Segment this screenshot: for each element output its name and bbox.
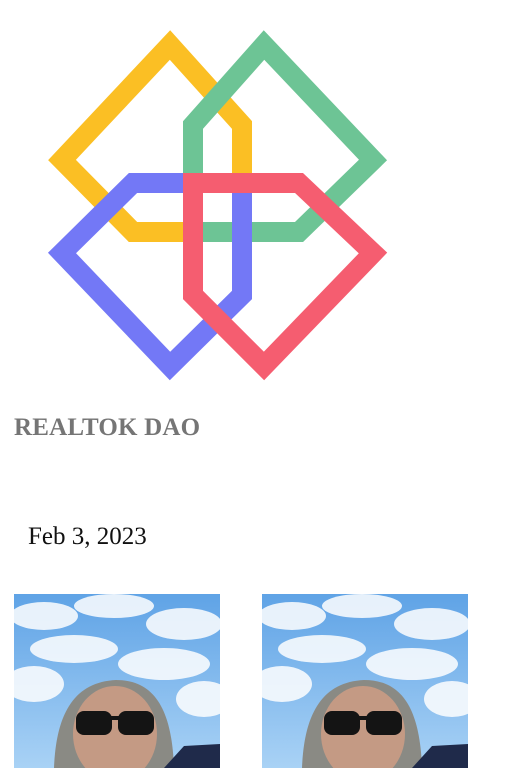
selfie-photo-icon <box>14 594 220 768</box>
logo-green-shape <box>183 30 388 242</box>
post-date: Feb 3, 2023 <box>28 523 147 550</box>
logo-yellow-shape <box>48 30 252 242</box>
selfie-photo-icon <box>262 594 468 768</box>
organization-name[interactable]: REALTOK DAO <box>14 414 201 441</box>
logo-blue-shape <box>47 173 252 381</box>
logo-red-shape <box>183 173 388 381</box>
gallery-photo-2[interactable] <box>262 594 468 768</box>
realtok-dao-logo-icon <box>47 30 388 381</box>
gallery-photo-1[interactable] <box>14 594 220 768</box>
